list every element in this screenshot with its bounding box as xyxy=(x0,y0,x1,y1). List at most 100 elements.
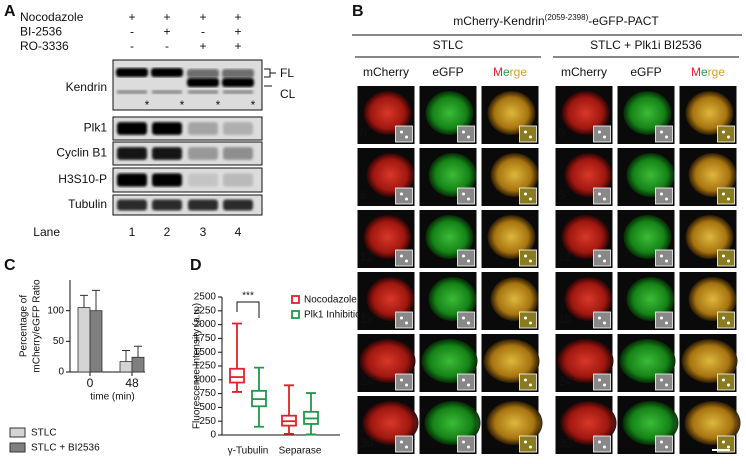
inset-dot xyxy=(467,259,470,263)
inset-dot xyxy=(400,254,403,258)
cell xyxy=(561,91,610,135)
bar xyxy=(89,310,103,373)
time-label: 12’ xyxy=(360,250,376,264)
inset-dot xyxy=(603,135,606,139)
inset xyxy=(655,187,673,205)
legend-swatch xyxy=(9,442,26,453)
treatment-label: Nocodazole xyxy=(20,10,84,24)
merge-part: rge xyxy=(708,65,726,79)
channel-label: mCherry xyxy=(561,65,607,79)
significance-label: *** xyxy=(242,291,254,302)
blot-band xyxy=(223,90,253,94)
bar xyxy=(119,361,133,373)
bar xyxy=(131,356,145,373)
time-label: 6’ xyxy=(360,188,369,202)
time-label: 0’ xyxy=(360,126,369,140)
cell xyxy=(685,91,734,135)
inset xyxy=(457,249,475,267)
whisker xyxy=(284,384,294,416)
blot-band xyxy=(117,122,147,135)
cell xyxy=(681,339,738,383)
error-bar xyxy=(134,345,142,358)
time-label: 18’ xyxy=(558,312,574,326)
cell xyxy=(486,401,543,445)
y-tick-label: 1500 xyxy=(194,347,217,358)
time-label: 6’ xyxy=(558,188,567,202)
blot-band xyxy=(222,69,254,78)
cell xyxy=(362,401,419,445)
y-tick-label: 1000 xyxy=(194,374,217,385)
inset-dot xyxy=(665,135,668,139)
y-tick-label: 2500 xyxy=(194,292,217,303)
cell xyxy=(487,91,536,135)
inset-dot xyxy=(529,383,532,387)
blot-band xyxy=(187,69,219,78)
x-tick-label: γ-Tubulin xyxy=(228,446,269,457)
time-label: 24’ xyxy=(558,374,574,388)
merge-part: e xyxy=(701,65,708,79)
y-tick-label: 2250 xyxy=(194,305,217,316)
treatment-sign: - xyxy=(130,25,134,39)
inset-dot xyxy=(462,378,465,382)
inset xyxy=(395,435,413,453)
inset xyxy=(593,435,611,453)
band-label: CL xyxy=(280,87,296,101)
condition-label: STLC xyxy=(433,38,464,52)
title-suffix: -eGFP-PACT xyxy=(588,14,659,28)
inset-dot xyxy=(598,130,601,134)
cell xyxy=(623,91,672,135)
asterisk: * xyxy=(216,98,221,112)
time-label: 30’ xyxy=(360,436,376,450)
inset-dot xyxy=(598,440,601,444)
inset-dot xyxy=(462,440,465,444)
y-axis-label: Percentage of xyxy=(19,295,30,357)
inset-dot xyxy=(529,135,532,139)
inset-dot xyxy=(660,378,663,382)
inset-dot xyxy=(467,197,470,201)
inset xyxy=(457,435,475,453)
inset-dot xyxy=(529,259,532,263)
box xyxy=(229,367,245,384)
inset-dot xyxy=(400,130,403,134)
blot-band xyxy=(188,122,218,135)
cell xyxy=(363,91,412,135)
y-axis-label: mCherry/eGFP Ratio xyxy=(32,279,43,373)
cell xyxy=(425,91,474,135)
inset xyxy=(519,249,537,267)
blot-band xyxy=(152,199,182,211)
channel-label: eGFP xyxy=(432,65,463,79)
inset-dot xyxy=(462,254,465,258)
inset-dot xyxy=(603,383,606,387)
error-bar xyxy=(92,289,100,311)
inset xyxy=(395,249,413,267)
cell xyxy=(490,153,539,197)
lane-label: Lane xyxy=(33,225,60,239)
inset-dot xyxy=(660,192,663,196)
whisker xyxy=(306,423,316,436)
inset-dot xyxy=(665,197,668,201)
inset-dot xyxy=(727,197,730,201)
inset-dot xyxy=(405,259,408,263)
inset-dot xyxy=(400,192,403,196)
inset xyxy=(717,311,735,329)
inset-dot xyxy=(665,259,668,263)
inset-dot xyxy=(400,316,403,320)
title-main: mCherry-Kendrin xyxy=(453,14,544,28)
inset xyxy=(717,249,735,267)
treatment-sign: - xyxy=(201,25,205,39)
inset-dot xyxy=(467,321,470,325)
cell xyxy=(685,215,734,259)
whisker xyxy=(232,382,242,393)
cell xyxy=(483,339,540,383)
merge-part: M xyxy=(691,65,701,79)
blot-band xyxy=(223,147,253,160)
inset xyxy=(655,435,673,453)
treatment-sign: - xyxy=(130,39,134,53)
inset-dot xyxy=(529,445,532,449)
channel-label: eGFP xyxy=(630,65,661,79)
blot-row-label: Cyclin B1 xyxy=(56,146,107,160)
inset xyxy=(593,249,611,267)
y-tick-label: 500 xyxy=(199,402,216,413)
inset-dot xyxy=(603,445,606,449)
cell xyxy=(425,215,474,259)
